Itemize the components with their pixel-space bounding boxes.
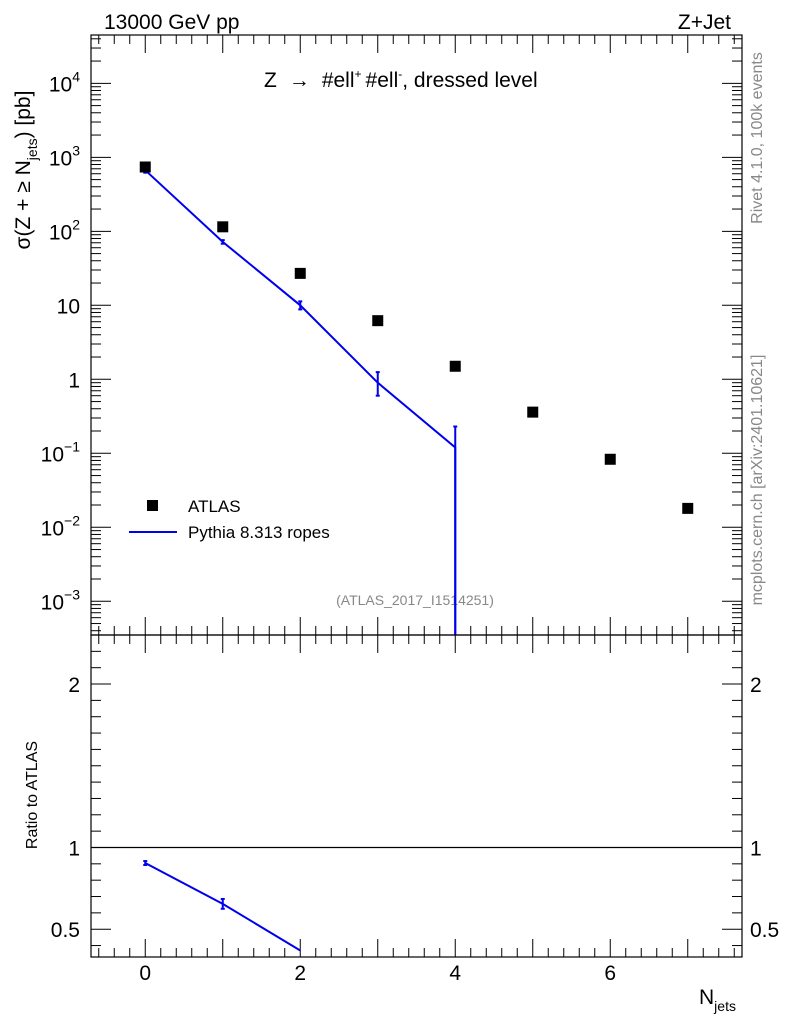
ratio-y-tick-label: 1 (750, 837, 762, 860)
ratio-y-tick-label: 2 (68, 674, 80, 697)
x-tick-label: 6 (604, 962, 616, 985)
atlas-point (139, 161, 151, 173)
mc-series-main (143, 166, 458, 635)
x-axis-label: Njets (699, 986, 736, 1014)
y-tick-label: 102 (49, 216, 80, 244)
y-tick-label: 1 (68, 369, 80, 392)
mc-line (144, 169, 457, 635)
x-tick-label: 2 (294, 962, 306, 985)
mcplots-label: mcplots.cern.ch [arXiv:2401.10621] (749, 355, 766, 606)
main-plot-frame (90, 34, 743, 636)
ratio-y-tick-labels: 0.5 0.5 1 1 2 2 (51, 674, 779, 942)
y-tick-label: 104 (49, 68, 80, 96)
ratio-plot-frame (90, 634, 743, 958)
legend: ATLAS Pythia 8.313 ropes (129, 497, 330, 542)
legend-label-atlas: ATLAS (188, 497, 241, 516)
ratio-y-tick-label: 0.5 (750, 919, 779, 942)
ratio-y-tick-label: 0.5 (51, 919, 80, 942)
legend-label-mc: Pythia 8.313 ropes (188, 523, 330, 542)
atlas-point (294, 267, 306, 279)
atlas-point (372, 315, 384, 327)
atlas-point (449, 360, 461, 372)
atlas-point (527, 406, 539, 418)
process-label: Z+Jet (678, 11, 731, 34)
y-tick-label: 10 (57, 295, 80, 318)
atlas-point (604, 453, 616, 465)
y-tick-label: 10−3 (41, 586, 81, 614)
analysis-watermark: (ATLAS_2017_I1514251) (336, 592, 494, 608)
ratio-y-axis-label: Ratio to ATLAS (24, 741, 41, 849)
ratio-axis-ticks (91, 634, 742, 957)
x-tick-label: 4 (449, 962, 461, 985)
atlas-point (217, 221, 229, 233)
main-y-tick-labels: 10−3 10−2 10−1 1 10 102 103 104 (41, 68, 81, 614)
rivet-label: Rivet 4.1.0, 100k events (749, 52, 766, 224)
x-tick-labels: 0 2 4 6 (139, 962, 616, 985)
main-axis-ticks (91, 35, 742, 635)
y-tick-label: 10−2 (41, 512, 81, 540)
x-tick-label: 0 (139, 962, 151, 985)
atlas-series-main (139, 161, 694, 514)
y-tick-label: 103 (49, 142, 80, 170)
y-tick-label: 10−1 (41, 438, 81, 466)
main-y-axis-label: σ(Z + ≥ Njets) [pb] (12, 91, 40, 250)
energy-label: 13000 GeV pp (104, 11, 239, 34)
mc-series-ratio (143, 860, 301, 952)
main-title: Z → #ell+ #ell-, dressed level (264, 67, 538, 92)
ratio-y-tick-label: 1 (68, 837, 80, 860)
legend-marker-atlas (147, 500, 158, 511)
atlas-point (682, 502, 694, 514)
ratio-y-tick-label: 2 (750, 674, 762, 697)
